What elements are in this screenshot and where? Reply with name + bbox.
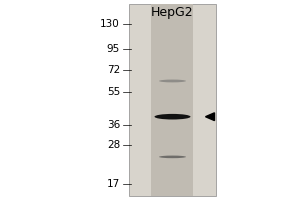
Text: 55: 55 — [107, 87, 120, 97]
Bar — [129, 4, 216, 196]
Text: 28: 28 — [107, 140, 120, 150]
Text: 95: 95 — [107, 44, 120, 54]
Text: 72: 72 — [107, 65, 120, 75]
Ellipse shape — [154, 114, 190, 120]
Ellipse shape — [159, 156, 186, 158]
Bar — [152, 4, 194, 196]
Text: HepG2: HepG2 — [151, 6, 194, 19]
Text: 130: 130 — [100, 19, 120, 29]
Polygon shape — [206, 113, 214, 121]
Ellipse shape — [159, 80, 186, 82]
Text: 17: 17 — [107, 179, 120, 189]
Text: 36: 36 — [107, 120, 120, 130]
